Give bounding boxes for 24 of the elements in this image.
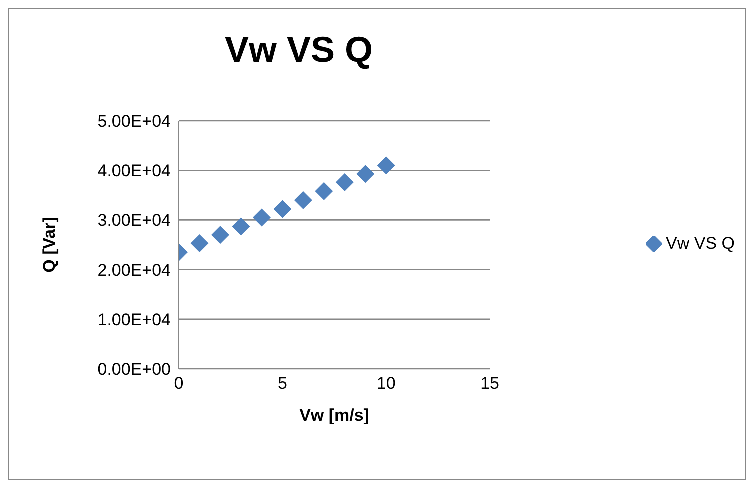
- y-tick-label: 5.00E+04: [98, 112, 171, 132]
- y-tick-label: 0.00E+00: [98, 360, 171, 380]
- y-axis-title: Q [Var]: [40, 217, 60, 273]
- y-tick-label: 4.00E+04: [98, 162, 171, 181]
- point: [294, 191, 312, 210]
- point: [211, 226, 230, 244]
- x-axis-title: Vw [m/s]: [300, 406, 370, 425]
- point: [356, 165, 375, 184]
- x-tick-label: 5: [278, 374, 288, 394]
- x-tick-label: 15: [480, 374, 500, 394]
- y-tick-label: 3.00E+04: [98, 211, 171, 230]
- point: [232, 218, 250, 236]
- point: [377, 156, 396, 175]
- y-tick-label: 1.00E+04: [98, 310, 171, 330]
- x-tick-label: 0: [174, 374, 184, 394]
- y-tick-label: 2.00E+04: [98, 260, 171, 280]
- chart-title: Vw VS Q: [224, 29, 374, 71]
- point: [315, 182, 334, 200]
- point: [252, 208, 271, 227]
- point: [336, 174, 354, 192]
- point: [190, 234, 209, 253]
- legend-label: Vw VS Q: [666, 234, 735, 254]
- x-tick-label: 10: [376, 374, 396, 394]
- point: [274, 200, 292, 218]
